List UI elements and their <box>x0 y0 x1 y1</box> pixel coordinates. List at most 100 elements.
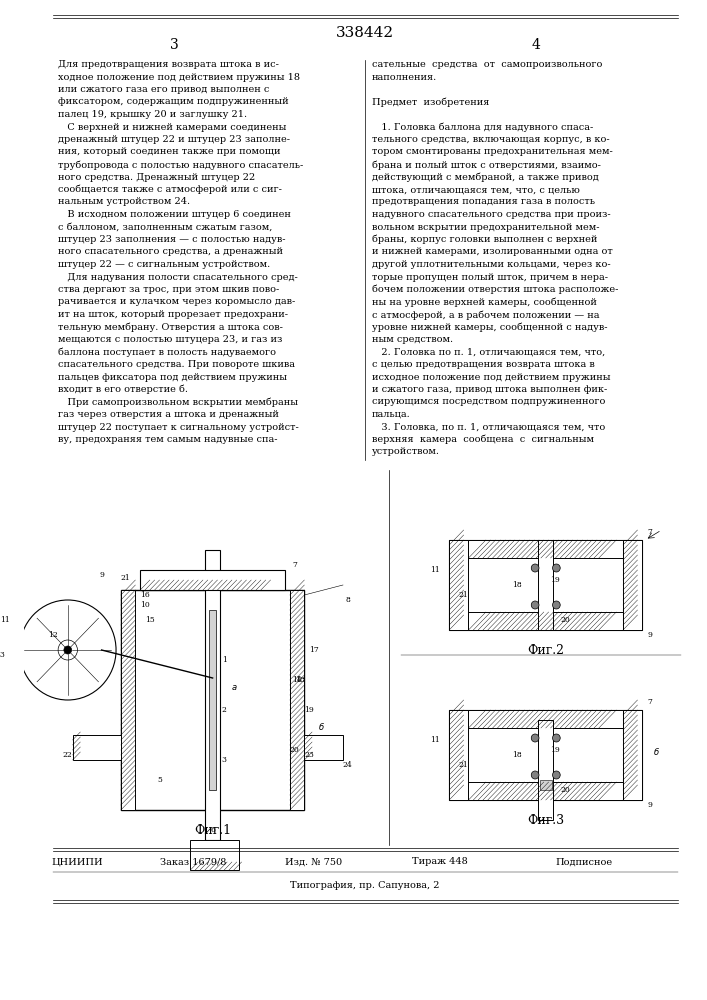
Text: 11: 11 <box>430 566 440 574</box>
Text: 11: 11 <box>430 736 440 744</box>
Text: бочем положении отверстия штока расположе-: бочем положении отверстия штока располож… <box>372 285 619 294</box>
Text: Типография, пр. Сапунова, 2: Типография, пр. Сапунова, 2 <box>291 880 440 890</box>
Bar <box>469 710 623 728</box>
Bar <box>190 840 239 870</box>
Text: ния, который соединен также при помощи: ния, который соединен также при помощи <box>58 147 281 156</box>
Text: 3: 3 <box>170 38 178 52</box>
Text: газ через отверстия а штока и дренажный: газ через отверстия а штока и дренажный <box>58 410 279 419</box>
Text: с атмосферой, а в рабочем положении — на: с атмосферой, а в рабочем положении — на <box>372 310 600 320</box>
Text: 24: 24 <box>343 761 353 769</box>
Text: действующий с мембраной, а также привод: действующий с мембраной, а также привод <box>372 172 599 182</box>
Text: 21: 21 <box>459 591 469 599</box>
Bar <box>121 590 304 810</box>
Text: ходное положение под действием пружины 18: ходное положение под действием пружины 1… <box>58 73 300 82</box>
Text: уровне нижней камеры, сообщенной с надув-: уровне нижней камеры, сообщенной с надув… <box>372 322 607 332</box>
Text: б: б <box>319 723 324 732</box>
Bar <box>449 540 642 630</box>
Text: торые пропущен полый шток, причем в нера-: торые пропущен полый шток, причем в нера… <box>372 272 608 282</box>
Text: 23: 23 <box>304 751 314 759</box>
Bar <box>73 735 121 760</box>
Text: ного средства. Дренажный штуцер 22: ного средства. Дренажный штуцер 22 <box>58 172 255 182</box>
Circle shape <box>552 564 560 572</box>
Text: 1. Головка баллона для надувного спаса-: 1. Головка баллона для надувного спаса- <box>372 122 593 132</box>
Text: трубопровода с полостью надувного спасатель-: трубопровода с полостью надувного спасат… <box>58 160 303 169</box>
Text: 20: 20 <box>290 746 300 754</box>
Bar <box>121 590 135 810</box>
Text: Фиг.2: Фиг.2 <box>527 644 564 656</box>
Text: Тираж 448: Тираж 448 <box>411 857 467 866</box>
Text: 22: 22 <box>63 751 73 759</box>
Text: 6: 6 <box>210 826 215 834</box>
Text: 4: 4 <box>532 38 541 52</box>
Text: рачивается и кулачком через коромысло дав-: рачивается и кулачком через коромысло да… <box>58 298 296 306</box>
Text: 10: 10 <box>140 601 150 609</box>
Circle shape <box>64 646 71 654</box>
Text: 2. Головка по п. 1, отличающаяся тем, что,: 2. Головка по п. 1, отличающаяся тем, чт… <box>372 348 605 357</box>
Text: 7: 7 <box>648 528 653 536</box>
Text: 20: 20 <box>560 616 570 624</box>
Text: б: б <box>654 748 659 757</box>
Bar <box>449 540 469 630</box>
Text: и сжатого газа, привод штока выполнен фик-: и сжатого газа, привод штока выполнен фи… <box>372 385 607 394</box>
Text: исходное положение под действием пружины: исходное положение под действием пружины <box>372 372 610 381</box>
Text: штуцер 22 — с сигнальным устройством.: штуцер 22 — с сигнальным устройством. <box>58 260 270 269</box>
Text: тельную мембрану. Отверстия а штока сов-: тельную мембрану. Отверстия а штока сов- <box>58 322 283 332</box>
Bar <box>538 720 554 820</box>
Text: Для предотвращения возврата штока в ис-: Для предотвращения возврата штока в ис- <box>58 60 279 69</box>
Text: 5: 5 <box>157 776 162 784</box>
Circle shape <box>531 564 539 572</box>
Text: 15: 15 <box>145 616 155 624</box>
Text: 8: 8 <box>345 596 350 604</box>
Text: 19: 19 <box>551 746 560 754</box>
Text: Фиг.3: Фиг.3 <box>527 814 564 826</box>
Text: штока, отличающаяся тем, что, с целью: штока, отличающаяся тем, что, с целью <box>372 185 580 194</box>
Text: 18: 18 <box>295 676 305 684</box>
Circle shape <box>552 601 560 609</box>
Text: пальцев фиксатора под действием пружины: пальцев фиксатора под действием пружины <box>58 372 287 381</box>
Bar <box>469 612 623 630</box>
Text: 338442: 338442 <box>336 26 395 40</box>
Bar <box>209 610 216 790</box>
Text: мещаются с полостью штуцера 23, и газ из: мещаются с полостью штуцера 23, и газ из <box>58 335 283 344</box>
Text: баллона поступает в полость надуваемого: баллона поступает в полость надуваемого <box>58 348 276 357</box>
Text: a: a <box>232 683 237 692</box>
Text: с баллоном, заполненным сжатым газом,: с баллоном, заполненным сжатым газом, <box>58 223 272 232</box>
Text: 17: 17 <box>309 646 319 654</box>
Text: 21: 21 <box>459 761 469 769</box>
Text: 7: 7 <box>292 561 297 569</box>
Text: 9: 9 <box>648 631 653 639</box>
Bar <box>469 782 623 800</box>
Text: с целью предотвращения возврата штока в: с целью предотвращения возврата штока в <box>372 360 595 369</box>
Text: вольном вскрытии предохранительной мем-: вольном вскрытии предохранительной мем- <box>372 223 600 232</box>
Text: 18: 18 <box>512 751 522 759</box>
Text: и нижней камерами, изолированными одна от: и нижней камерами, изолированными одна о… <box>372 247 613 256</box>
Text: 19: 19 <box>304 706 314 714</box>
Text: надувного спасательного средства при произ-: надувного спасательного средства при про… <box>372 210 611 219</box>
Text: сирующимся посредством подпружиненного: сирующимся посредством подпружиненного <box>372 397 605 406</box>
Circle shape <box>531 601 539 609</box>
Bar <box>140 570 285 590</box>
Text: 7: 7 <box>648 698 653 706</box>
Text: верхняя  камера  сообщена  с  сигнальным: верхняя камера сообщена с сигнальным <box>372 435 594 444</box>
Text: 9: 9 <box>99 571 104 579</box>
Text: ЦНИИПИ: ЦНИИПИ <box>52 857 103 866</box>
Text: другой уплотнительными кольцами, через ко-: другой уплотнительными кольцами, через к… <box>372 260 611 269</box>
Text: Для надувания полости спасательного сред-: Для надувания полости спасательного сред… <box>58 272 298 282</box>
Text: 9: 9 <box>648 801 653 809</box>
Text: ит на шток, который прорезает предохрани-: ит на шток, который прорезает предохрани… <box>58 310 288 319</box>
Text: ства дергают за трос, при этом шкив пово-: ства дергают за трос, при этом шкив пово… <box>58 285 279 294</box>
Text: сообщается также с атмосферой или с сиг-: сообщается также с атмосферой или с сиг- <box>58 185 282 194</box>
Text: или сжатого газа его привод выполнен с: или сжатого газа его привод выполнен с <box>58 85 269 94</box>
Text: сательные  средства  от  самопроизвольного: сательные средства от самопроизвольного <box>372 60 602 69</box>
Text: 12: 12 <box>48 631 58 639</box>
Text: ву, предохраняя тем самым надувные спа-: ву, предохраняя тем самым надувные спа- <box>58 435 278 444</box>
Text: брана и полый шток с отверстиями, взаимо-: брана и полый шток с отверстиями, взаимо… <box>372 160 601 169</box>
Text: 16: 16 <box>140 591 150 599</box>
Text: тельного средства, включающая корпус, в ко-: тельного средства, включающая корпус, в … <box>372 135 609 144</box>
Bar <box>449 710 469 800</box>
Text: 3. Головка, по п. 1, отличающаяся тем, что: 3. Головка, по п. 1, отличающаяся тем, ч… <box>372 422 605 432</box>
Text: Заказ 1679/8: Заказ 1679/8 <box>160 857 226 866</box>
Bar <box>304 735 343 760</box>
Text: спасательного средства. При повороте шкива: спасательного средства. При повороте шки… <box>58 360 295 369</box>
Bar <box>205 550 221 840</box>
